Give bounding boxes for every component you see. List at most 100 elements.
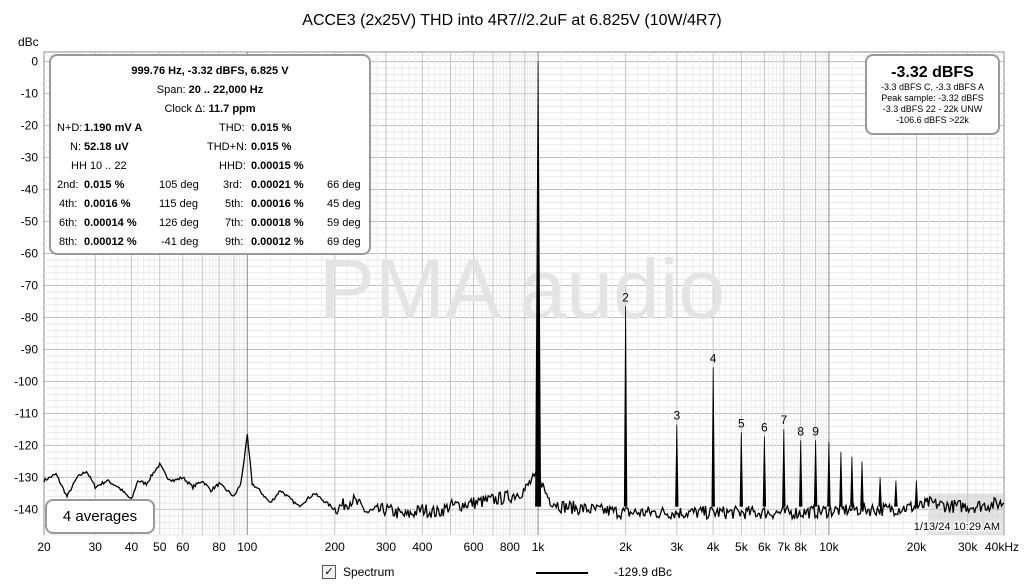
thd-label: THD: [219,122,245,134]
x-tick-label: 2k [619,540,633,554]
y-tick-label: -120 [14,438,38,452]
legend-label: Spectrum [343,565,395,579]
x-tick-label: 800 [500,540,520,554]
y-tick-label: 0 [31,55,38,69]
legend-value: -129.9 dBc [614,565,673,579]
info-header: 999.76 Hz, -3.32 dBFS, 6.825 V [131,65,289,77]
x-tick-label: 60 [176,540,190,554]
h-phase-b: 69 deg [327,236,361,248]
y-tick-label: -110 [15,406,38,420]
n-row: N: 52.18 uV THD+N: 0.015 % [51,140,369,154]
hhd-value: 0.00015 % [251,160,304,172]
span-label: Span: [156,84,186,96]
clock-label: Clock Δ: [164,103,206,115]
harmonic-row: 6th: 0.00014 % 126 deg 7th: 0.00018 % 59… [51,216,369,230]
harmonic-peak [711,367,715,507]
span-wrap: Span: 20 .. 22,000 Hz [51,83,369,97]
level-unweighted: -3.3 dBFS 22 - 22k UNW [882,104,983,114]
harmonic-row: 4th: 0.0016 % 115 deg 5th: 0.00016 % 45 … [51,197,369,211]
harmonic-peak [914,480,919,507]
x-tick-label: 100 [237,540,257,554]
nd-row: N+D: 1.190 mV A THD: 0.015 % [51,121,369,135]
h-phase-b: 59 deg [327,217,361,229]
y-tick-label: -60 [21,247,39,261]
h-value-b: 0.00012 % [251,236,304,248]
y-tick-label: -40 [21,183,39,197]
hhd-label: HHD: [219,160,246,172]
h-value-a: 0.015 % [84,179,125,191]
hh-row: HH 10 .. 22 HHD: 0.00015 % [51,159,369,173]
h-value-a: 0.00014 % [84,217,137,229]
h-label-b: 5th: [225,198,244,210]
y-tick-label: -130 [14,470,38,484]
clock-row: Clock Δ: 11.7 ppm [51,102,369,116]
harmonic-label: 8 [797,424,804,438]
harmonic-peak [827,441,831,507]
x-tick-label: 3k [671,540,685,554]
clock-wrap: Clock Δ: 11.7 ppm [51,102,369,116]
x-gridlines [55,52,999,535]
h-value-b: 0.00021 % [251,179,304,191]
h-label-b: 3rd: [223,179,242,191]
measurement-panel: 999.76 Hz, -3.32 dBFS, 6.825 V Span: 20 … [49,54,371,255]
watermark: PMA audio [319,242,725,336]
x-tick-label: 4k [707,540,721,554]
harmonic-peak [535,61,542,507]
chart-title: ACCE3 (2x25V) THD into 4R7//2.2uF at 6.8… [302,12,721,29]
harmonic-label: 9 [812,424,819,438]
x-tick-label: 20 [37,540,51,554]
harmonic-peak [850,456,854,507]
harmonic-peak [839,451,843,507]
h-phase-a: 105 deg [159,179,199,191]
harmonic-row: 2nd: 0.015 % 105 deg 3rd: 0.00021 % 66 d… [51,178,369,192]
level-weighted: -3.3 dBFS C, -3.3 dBFS A [880,82,985,92]
x-tick-label: 10k [819,540,839,554]
harmonic-peak [675,424,679,507]
y-tick-labels: 0 -10 -20 -30 -40 -50 -60 -70 -80 -90 -100 -110 -120… [14,55,38,517]
y-tick-label: -100 [14,374,38,388]
h-phase-a: 126 deg [159,217,199,229]
harmonic-label: 3 [673,409,680,423]
harmonic-peak [894,480,898,507]
h-label-b: 9th: [225,236,244,248]
harmonic-label: 7 [780,413,787,427]
y-tick-label: -80 [21,310,39,324]
h-value-b: 0.00016 % [251,198,304,210]
x-tick-label: 400 [412,540,432,554]
h-label-a: 2nd: [57,179,79,191]
x-tick-label: 40kHz [985,540,1019,554]
x-tick-label: 80 [212,540,226,554]
harmonic-peak [860,461,864,507]
h-label-a: 6th: [59,217,78,229]
x-tick-label: 5k [735,540,749,554]
x-tick-label: 50 [153,540,167,554]
x-tick-label: 200 [325,540,345,554]
harmonic-peaks: 2 3 4 5 678 9 [535,61,919,507]
y-axis-label: dBc [18,35,39,49]
n-label: N: [70,141,81,153]
thdn-value: 0.015 % [251,141,292,153]
harmonic-label: 6 [761,420,768,434]
x-tick-label: 20k [907,540,927,554]
spectrum-checkbox[interactable]: ✓ [322,565,336,579]
nd-label: N+D: [57,122,83,134]
x-tick-label: 30 [89,540,103,554]
harmonic-peak [762,436,767,507]
y-tick-label: -140 [14,502,38,516]
x-tick-label: 8k [794,540,808,554]
legend-line-swatch [536,572,588,574]
n-value: 52.18 uV [84,141,129,153]
h-phase-a: 115 deg [159,198,198,210]
span-row: Span: 20 .. 22,000 Hz [51,83,369,97]
hh-label: HH 10 .. 22 [71,160,127,172]
averages-label: 4 averages [62,508,138,525]
harmonic-label: 2 [622,290,629,304]
harmonic-peak [813,440,818,507]
harmonic-peak [782,429,786,507]
harmonic-peak [739,432,744,507]
x-tick-label: 6k [758,540,772,554]
harmonic-peak [878,477,882,507]
harmonic-peak [623,306,628,507]
span-value: 20 .. 22,000 Hz [188,84,264,96]
spectrum-noise-trace [43,434,1005,521]
